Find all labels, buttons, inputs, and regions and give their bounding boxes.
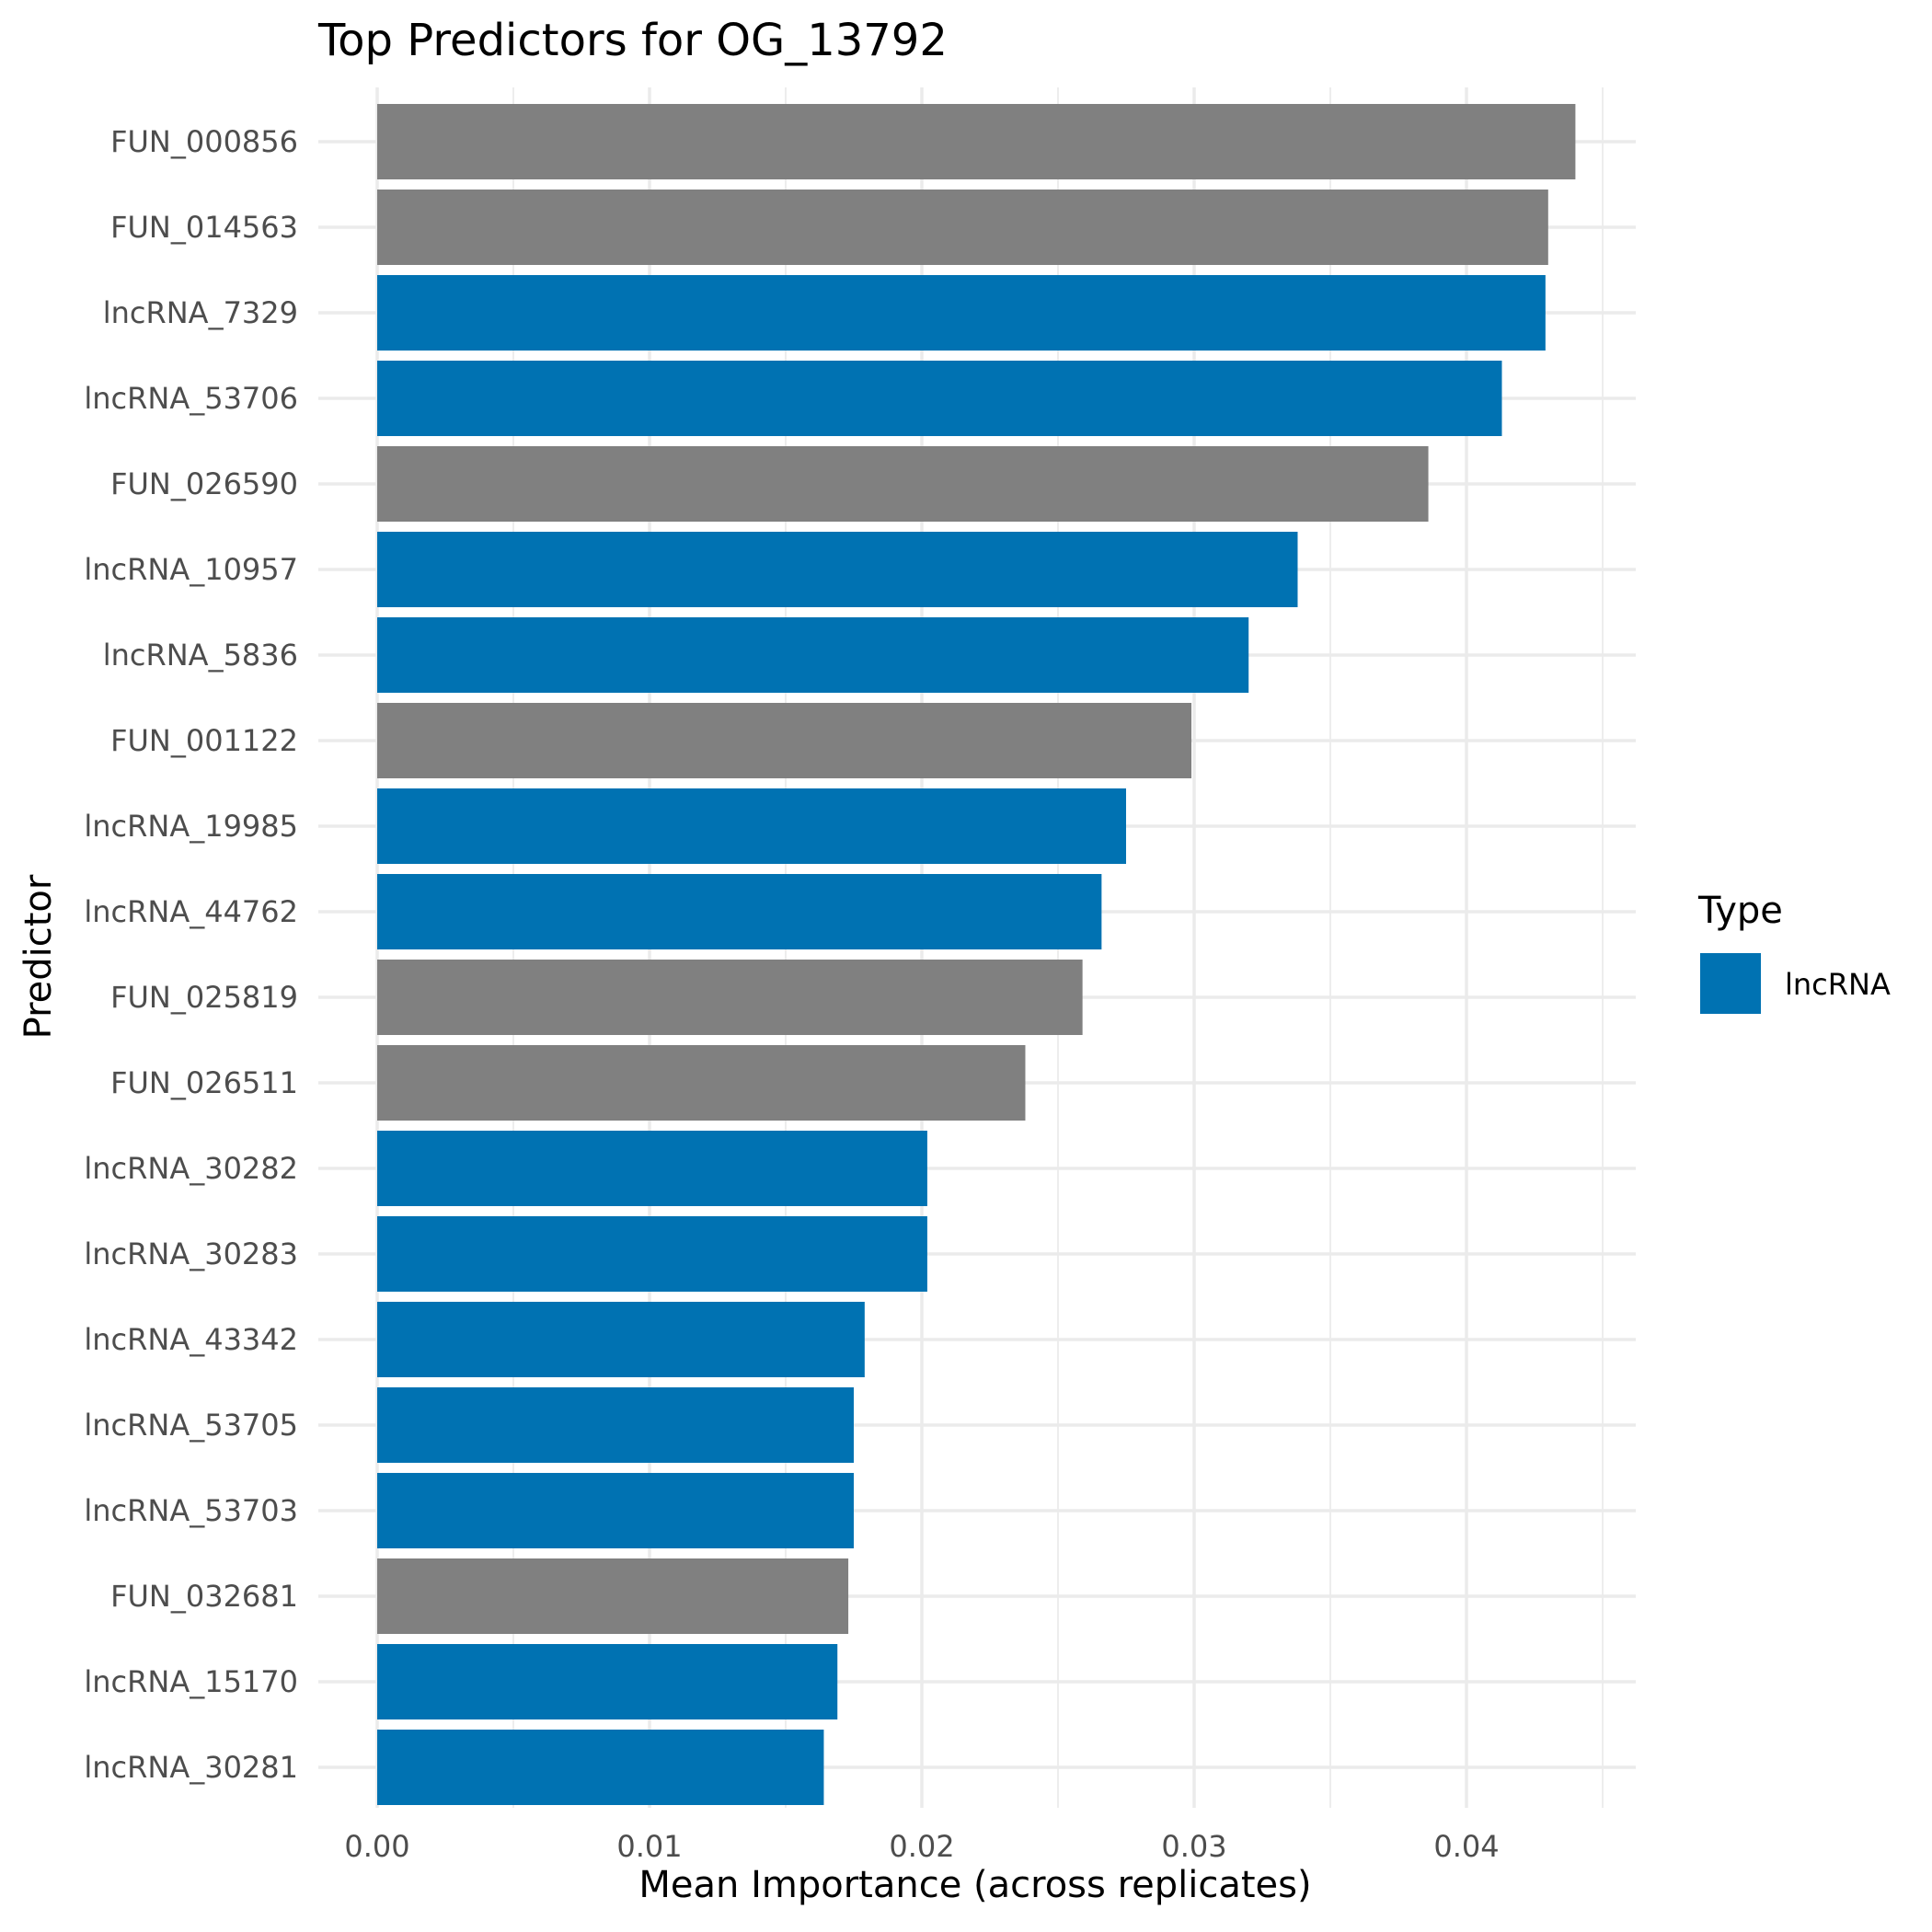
x-tick-label: 0.02: [889, 1829, 954, 1864]
y-tick-label: lncRNA_5836: [103, 638, 298, 673]
bar-lncrna-7329: [377, 275, 1546, 351]
y-tick-label: lncRNA_19985: [84, 809, 298, 844]
y-tick-label: lncRNA_30282: [84, 1151, 298, 1186]
y-tick-label: FUN_014563: [110, 210, 298, 245]
bar-lncrna-30281: [377, 1730, 824, 1805]
y-axis-ticks: FUN_000856 FUN_014563 lncRNA_7329 lncRNA_53…: [84, 124, 298, 1785]
y-tick-label: lncRNA_44762: [84, 894, 298, 929]
x-tick-label: 0.01: [616, 1829, 682, 1864]
y-tick-label: lncRNA_15170: [84, 1664, 298, 1699]
x-axis-title: Mean Importance (across replicates): [638, 1864, 1311, 1906]
bar-lncrna-53705: [377, 1387, 854, 1463]
chart-title: Top Predictors for OG_13792: [317, 15, 948, 66]
legend: Type lncRNA: [1697, 890, 1891, 1014]
y-tick-label: lncRNA_7329: [103, 295, 298, 330]
x-tick-label: 0.04: [1433, 1829, 1499, 1864]
legend-label-lncrna: lncRNA: [1785, 967, 1891, 1002]
bar-fun-014563: [377, 190, 1548, 265]
bar-lncrna-53703: [377, 1473, 854, 1548]
y-tick-label: FUN_000856: [110, 124, 298, 159]
y-tick-label: lncRNA_30283: [84, 1236, 298, 1271]
bar-lncrna-19985: [377, 788, 1126, 864]
bar-fun-032681: [377, 1558, 849, 1634]
bar-fun-001122: [377, 703, 1192, 778]
bar-lncrna-30283: [377, 1216, 927, 1292]
y-tick-label: FUN_025819: [110, 980, 298, 1015]
bar-lncrna-53706: [377, 361, 1502, 436]
bar-fun-026511: [377, 1045, 1026, 1121]
bar-lncrna-30282: [377, 1131, 927, 1206]
y-tick-label: FUN_032681: [110, 1579, 298, 1614]
y-axis-title: Predictor: [17, 874, 60, 1039]
bars: [377, 104, 1576, 1805]
bar-lncrna-5836: [377, 617, 1249, 693]
x-tick-label: 0.00: [344, 1829, 409, 1864]
y-tick-label: lncRNA_53703: [84, 1493, 298, 1528]
bar-fun-025819: [377, 960, 1083, 1035]
x-tick-label: 0.03: [1161, 1829, 1226, 1864]
bar-lncrna-10957: [377, 532, 1298, 607]
y-tick-label: FUN_026590: [110, 466, 298, 501]
x-axis-ticks: 0.00 0.01 0.02 0.03 0.04: [344, 1829, 1499, 1864]
y-tick-label: lncRNA_53705: [84, 1408, 298, 1443]
y-tick-label: lncRNA_43342: [84, 1322, 298, 1357]
legend-title: Type: [1697, 890, 1783, 932]
y-tick-label: lncRNA_30281: [84, 1750, 298, 1785]
y-tick-label: FUN_026511: [110, 1065, 298, 1100]
bar-lncrna-15170: [377, 1644, 838, 1719]
bar-lncrna-43342: [377, 1302, 865, 1377]
legend-swatch-lncrna: [1700, 953, 1761, 1014]
y-tick-label: FUN_001122: [110, 723, 298, 758]
bar-fun-000856: [377, 104, 1576, 179]
bar-lncrna-44762: [377, 874, 1102, 949]
y-tick-label: lncRNA_53706: [84, 381, 298, 416]
y-tick-label: lncRNA_10957: [84, 552, 298, 587]
bar-fun-026590: [377, 446, 1429, 522]
